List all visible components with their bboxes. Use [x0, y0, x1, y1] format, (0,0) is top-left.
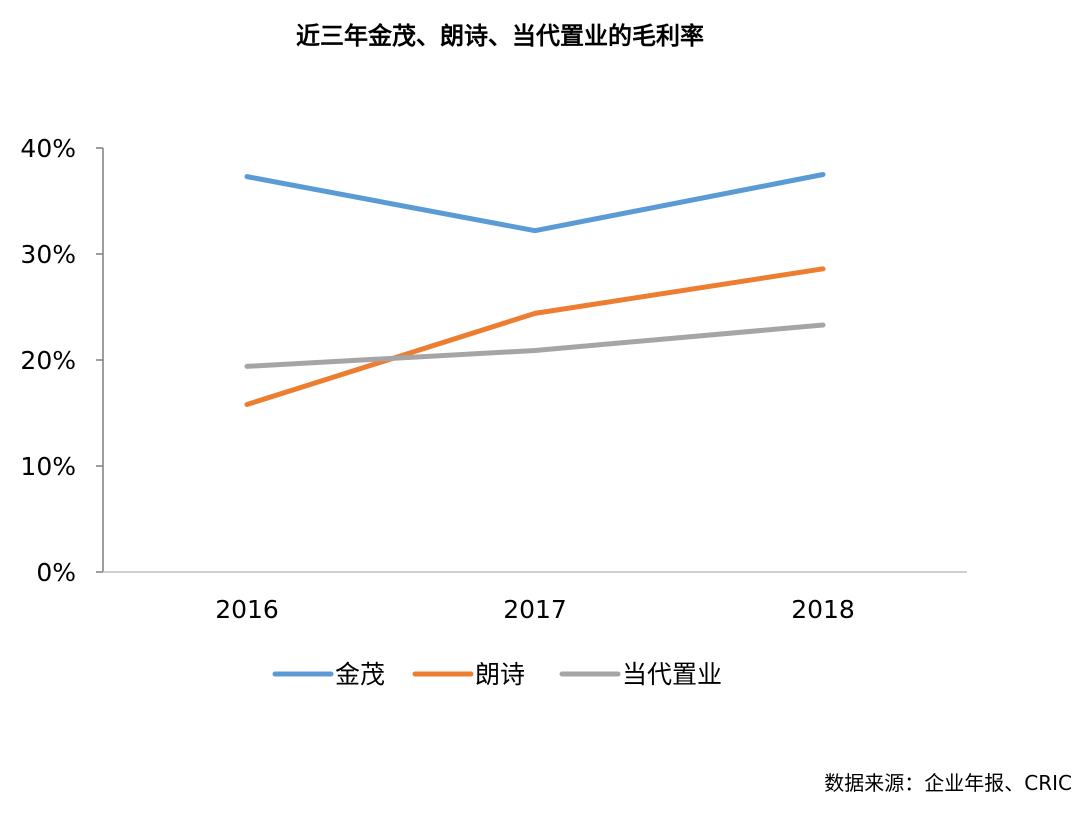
- series-lines: [244, 172, 826, 408]
- source-note: 数据来源：企业年报、CRIC: [824, 771, 1072, 795]
- y-tick-label: 20%: [20, 346, 76, 375]
- legend: 金茂 朗诗 当代置业: [272, 660, 722, 689]
- y-tick-label: 10%: [20, 452, 76, 481]
- x-tick-label: 2017: [503, 595, 567, 624]
- legend-label: 朗诗: [475, 660, 525, 689]
- y-tick-label: 0%: [36, 558, 76, 587]
- series-line-金茂: [244, 172, 826, 234]
- axes: 0% 10% 20% 30% 40% 2016 2017 2018: [20, 134, 967, 624]
- chart-title: 近三年金茂、朗诗、当代置业的毛利率: [296, 22, 704, 50]
- series-line-当代置业: [244, 322, 826, 369]
- series-line-朗诗: [244, 266, 826, 408]
- x-tick-label: 2016: [215, 595, 279, 624]
- legend-label: 当代置业: [622, 660, 722, 689]
- y-tick-label: 30%: [20, 240, 76, 269]
- legend-label: 金茂: [335, 660, 385, 689]
- y-tick-label: 40%: [20, 134, 76, 163]
- x-tick-label: 2018: [791, 595, 855, 624]
